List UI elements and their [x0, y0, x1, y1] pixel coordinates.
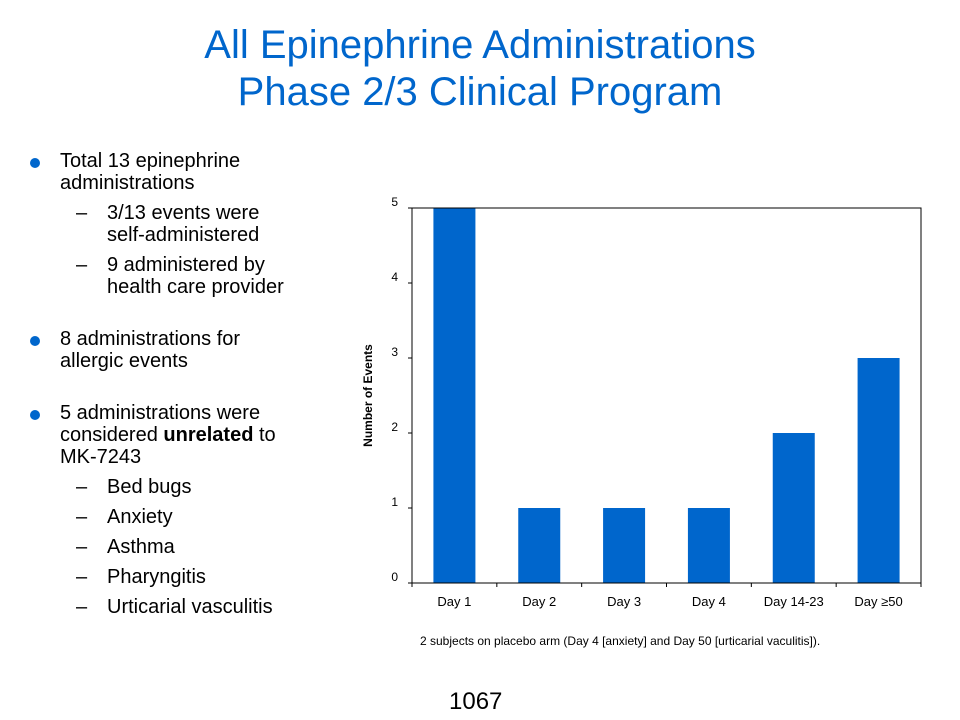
sub-bullet-bed-bugs: – Bed bugs [28, 476, 348, 498]
dash-icon: – [76, 566, 88, 588]
sub-bullet-text: 3/13 events were [107, 202, 260, 224]
bullet-allergic-events: 8 administrations for allergic events [28, 328, 348, 372]
y-tick-label: 1 [391, 495, 398, 509]
bar-1 [433, 208, 476, 583]
bar-6 [857, 358, 900, 583]
bullet-unrelated: 5 administrations were considered unrela… [28, 402, 348, 468]
sub-bullet-asthma: – Asthma [28, 536, 348, 558]
x-tick-label: Day 2 [522, 594, 556, 609]
bar-chart: 0 1 2 3 4 5 Day 1 Day 2 Day 3 Day 4 Day 14-23 Day ≥… [361, 195, 922, 609]
x-tick-label: Day 4 [692, 594, 726, 609]
bullet-list: Total 13 epinephrine administrations – 3… [28, 150, 348, 618]
x-tick-label: Day 1 [437, 594, 471, 609]
bullet-text: MK-7243 [60, 446, 142, 468]
sub-bullet-pharyngitis: – Pharyngitis [28, 566, 348, 588]
slide-title-line-1: All Epinephrine Administrations [204, 23, 756, 67]
chart-footnote: 2 subjects on placebo arm (Day 4 [anxiet… [420, 634, 821, 648]
bar-2 [518, 508, 561, 583]
x-tick-label: Day 14-23 [764, 594, 824, 609]
sub-bullet-text: 9 administered by [107, 254, 265, 276]
dash-icon: – [76, 254, 88, 276]
sub-bullet-text: Asthma [107, 536, 175, 558]
bullet-dot-icon [30, 336, 40, 346]
bullet-text-post: to [253, 424, 276, 446]
slide-title: All Epinephrine Administrations Phase 2/… [0, 22, 960, 116]
bullet-text: Total 13 epinephrine [60, 150, 241, 172]
bullet-text: 5 administrations were [60, 402, 261, 424]
dash-icon: – [76, 506, 88, 528]
y-axis-label: Number of Events [361, 344, 375, 447]
sub-bullet-text: Anxiety [107, 506, 173, 528]
y-tick-label: 0 [391, 570, 398, 584]
bullet-text-bold: unrelated [163, 424, 254, 446]
sub-bullet-self-administered: – 3/13 events were self-administered [28, 202, 348, 246]
bullet-text-pre: considered [60, 424, 164, 446]
page-number: 1067 [449, 688, 503, 715]
sub-bullet-text: Urticarial vasculitis [107, 596, 273, 618]
dash-icon: – [76, 476, 88, 498]
y-tick-label: 5 [391, 195, 398, 209]
bullet-text-unrelated: considered unrelated to [60, 424, 348, 446]
sub-bullet-urticarial-vasculitis: – Urticarial vasculitis [28, 596, 348, 618]
bullet-dot-icon [30, 410, 40, 420]
sub-bullet-text: Pharyngitis [107, 566, 206, 588]
sub-bullet-provider: – 9 administered by health care provider [28, 254, 348, 298]
sub-bullet-text: health care provider [107, 276, 284, 298]
y-tick-label: 2 [391, 420, 398, 434]
dash-icon: – [76, 536, 88, 558]
plot-frame [411, 207, 922, 584]
x-tick-label: Day ≥50 [854, 594, 902, 609]
bullet-total-administrations: Total 13 epinephrine administrations [28, 150, 348, 194]
bullet-text: allergic events [60, 350, 188, 372]
bar-4 [687, 508, 730, 583]
y-tick-label: 3 [391, 345, 398, 359]
dash-icon: – [76, 596, 88, 618]
dash-icon: – [76, 202, 88, 224]
x-tick-label: Day 3 [607, 594, 641, 609]
slide-title-line-2: Phase 2/3 Clinical Program [237, 70, 723, 114]
sub-bullet-text: self-administered [107, 224, 260, 246]
sub-bullet-text: Bed bugs [107, 476, 192, 498]
bar-5 [772, 433, 815, 583]
y-tick-label: 4 [391, 270, 398, 284]
bullet-text: 8 administrations for [60, 328, 241, 350]
bar-3 [603, 508, 646, 583]
bullet-text: administrations [60, 172, 195, 194]
bullet-dot-icon [30, 158, 40, 168]
sub-bullet-anxiety: – Anxiety [28, 506, 348, 528]
